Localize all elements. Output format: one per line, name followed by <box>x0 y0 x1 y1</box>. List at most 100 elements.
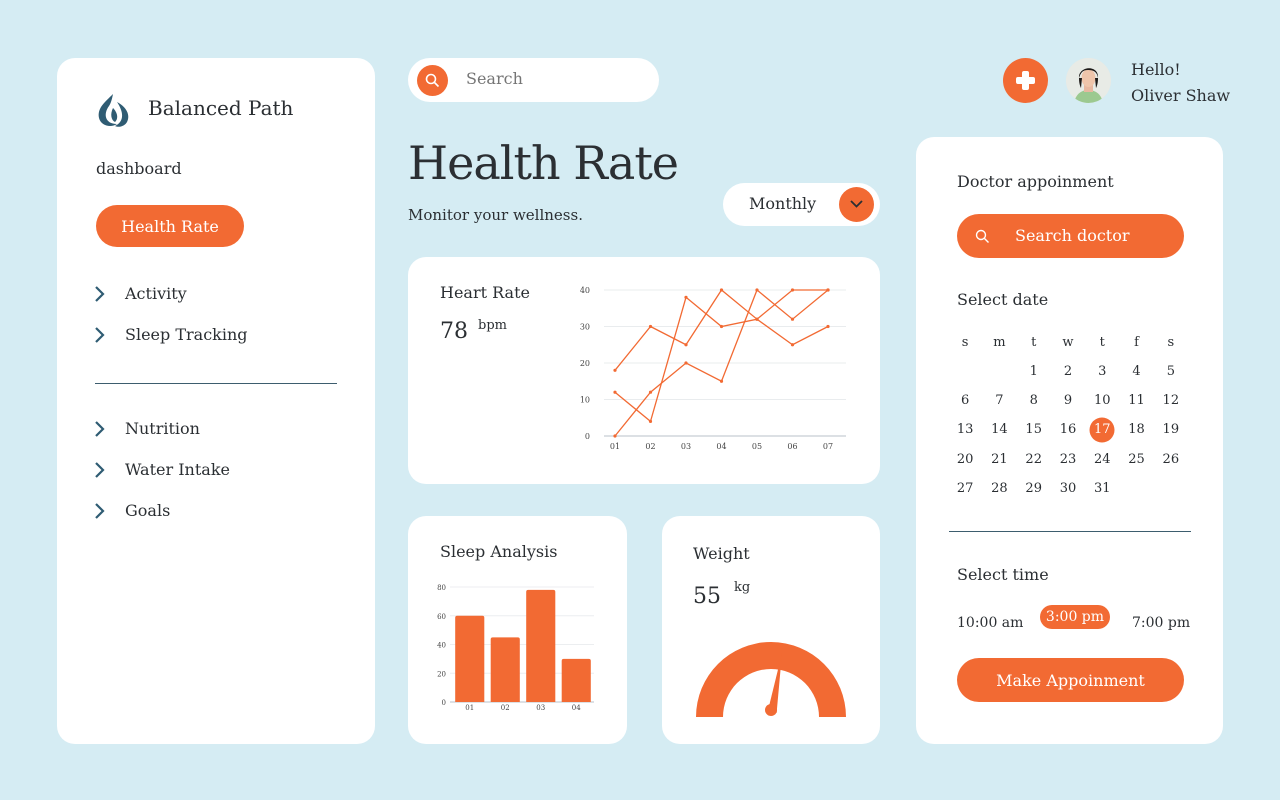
data-point <box>790 343 795 347</box>
y-tick-label: 80 <box>437 584 446 592</box>
calendar-day[interactable]: 7 <box>995 393 1004 409</box>
search-doctor-label: Search doctor <box>1015 226 1130 245</box>
period-label: Monthly <box>749 194 817 213</box>
calendar-day[interactable]: 19 <box>1162 422 1180 438</box>
calendar-day[interactable]: 2 <box>1063 364 1073 380</box>
calendar-day[interactable]: 11 <box>1128 393 1145 409</box>
calendar-day[interactable]: 13 <box>956 422 974 438</box>
calendar-day[interactable]: 4 <box>1132 364 1141 380</box>
page-title: Health Rate <box>408 136 679 190</box>
page-subtitle: Monitor your wellness. <box>408 206 583 224</box>
weekday-label: w <box>1062 334 1074 350</box>
calendar-day[interactable]: 20 <box>956 451 974 467</box>
chevron-right-icon <box>95 420 105 437</box>
avatar-image <box>1066 58 1111 103</box>
heart-rate-chart: 0 10 20 30 40 01 02 03 04 05 06 07 <box>580 286 846 451</box>
period-toggle[interactable] <box>839 187 874 222</box>
calendar-day[interactable]: 8 <box>1029 393 1038 409</box>
series-line <box>614 289 828 371</box>
calendar-day[interactable]: 23 <box>1059 451 1077 467</box>
time-option-3pm[interactable]: 3:00 pm <box>1040 605 1110 629</box>
period-dropdown[interactable]: Monthly <box>723 183 880 226</box>
calendar-day[interactable]: 16 <box>1059 422 1077 438</box>
data-point <box>613 434 617 438</box>
search-input[interactable] <box>466 69 636 88</box>
sidebar-divider <box>95 383 337 384</box>
calendar-day[interactable]: 24 <box>1093 451 1111 467</box>
calendar-day[interactable]: 10 <box>1093 393 1111 409</box>
bar <box>490 637 520 702</box>
calendar-day[interactable]: 9 <box>1063 393 1073 409</box>
make-appointment-button[interactable]: Make Appoinment <box>957 658 1184 702</box>
calendar-day[interactable]: 6 <box>961 393 970 409</box>
doctor-card-title: Doctor appoinment <box>957 172 1114 191</box>
weekday-label: f <box>1134 334 1139 350</box>
calendar-week-row: 13 14 15 16 17 18 19 <box>948 415 1188 444</box>
heart-rate-value: 78 <box>440 319 468 344</box>
bar <box>526 589 556 702</box>
calendar-day[interactable]: 12 <box>1162 393 1180 409</box>
weekday-label: t <box>1099 334 1105 350</box>
calendar-day[interactable]: 5 <box>1166 364 1175 380</box>
calendar-day[interactable]: 22 <box>1025 451 1042 467</box>
calendar: s m t w t f s 1 2 3 4 5 6 7 8 9 10 11 12 13 14 15 16 17 18 19 20 21… <box>948 327 1188 503</box>
weekday-label: t <box>1031 334 1037 350</box>
heart-rate-card: Heart Rate 78 bpm 0 10 20 30 40 01 02 03 04 05 06 0… <box>408 257 880 484</box>
select-date-label: Select date <box>957 290 1049 309</box>
calendar-day[interactable]: 25 <box>1128 451 1145 467</box>
calendar-day[interactable]: 17 <box>1085 422 1119 437</box>
sidebar-item-sleep-tracking[interactable]: Sleep Tracking <box>93 325 248 344</box>
search-bar[interactable] <box>408 58 659 102</box>
x-tick-label: 07 <box>823 442 833 451</box>
greeting-text: Hello! <box>1131 60 1181 79</box>
chevron-down-icon <box>850 200 863 208</box>
calendar-day[interactable]: 14 <box>991 422 1008 438</box>
avatar[interactable] <box>1066 58 1111 103</box>
calendar-day[interactable]: 28 <box>991 480 1008 496</box>
time-option-10am[interactable]: 10:00 am <box>957 615 1024 631</box>
chevron-right-icon <box>95 502 105 519</box>
dashboard-label: dashboard <box>96 159 182 178</box>
calendar-day[interactable]: 26 <box>1162 451 1180 467</box>
add-button[interactable] <box>1003 58 1048 103</box>
bar <box>455 615 485 702</box>
x-tick-label: 02 <box>501 704 510 712</box>
search-button[interactable] <box>417 65 448 96</box>
x-tick-label: 01 <box>465 704 474 712</box>
sidebar-item-water-intake[interactable]: Water Intake <box>93 460 230 479</box>
x-tick-label: 04 <box>716 442 726 451</box>
data-point <box>755 288 759 292</box>
calendar-day[interactable]: 15 <box>1025 422 1042 438</box>
y-tick-label: 40 <box>580 286 590 295</box>
sleep-analysis-chart: 0 20 40 60 80 01 02 03 04 <box>437 584 594 712</box>
time-option-7pm[interactable]: 7:00 pm <box>1132 615 1191 631</box>
sidebar-item-health-rate[interactable]: Health Rate <box>96 205 244 247</box>
calendar-day[interactable]: 27 <box>956 480 974 496</box>
sidebar-item-goals[interactable]: Goals <box>93 501 170 520</box>
user-greeting: Hello! Oliver Shaw <box>1131 57 1230 109</box>
weight-card: Weight 55 kg <box>662 516 880 744</box>
calendar-day[interactable]: 3 <box>1098 364 1107 380</box>
calendar-day[interactable]: 31 <box>1093 480 1111 496</box>
calendar-day[interactable]: 29 <box>1025 480 1042 496</box>
data-point <box>719 324 724 329</box>
sidebar-item-nutrition[interactable]: Nutrition <box>93 419 200 438</box>
calendar-day[interactable]: 1 <box>1029 364 1038 380</box>
weight-value: 55 <box>693 584 721 609</box>
data-point <box>755 317 759 321</box>
gauge-arc <box>696 642 846 717</box>
search-icon <box>425 73 440 88</box>
data-point <box>648 390 653 394</box>
x-tick-label: 03 <box>681 442 691 451</box>
sidebar-item-label: Sleep Tracking <box>125 325 248 344</box>
heart-rate-title: Heart Rate <box>440 283 530 302</box>
calendar-day[interactable]: 18 <box>1128 422 1145 438</box>
user-name: Oliver Shaw <box>1131 86 1231 105</box>
y-tick-label: 10 <box>580 396 590 405</box>
calendar-day[interactable]: 21 <box>991 451 1008 467</box>
calendar-week-row: 20 21 22 23 24 25 26 <box>948 445 1188 474</box>
search-doctor-button[interactable]: Search doctor <box>957 214 1184 258</box>
sidebar-item-label: Nutrition <box>125 419 200 438</box>
calendar-day[interactable]: 30 <box>1059 480 1077 496</box>
sidebar-item-activity[interactable]: Activity <box>93 284 187 303</box>
